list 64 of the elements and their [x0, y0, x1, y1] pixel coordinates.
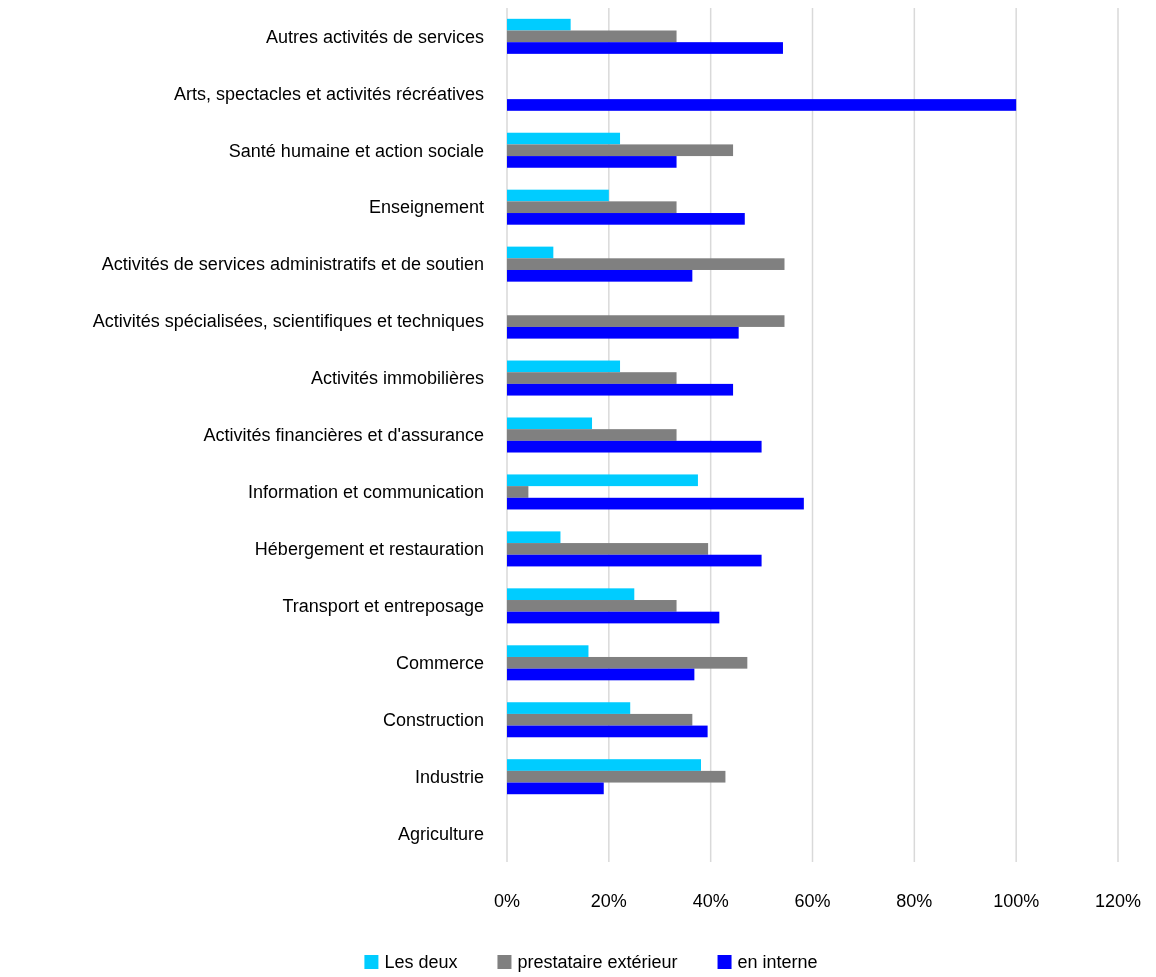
x-tick-label: 100% — [993, 891, 1040, 911]
x-tick-label: 80% — [896, 891, 933, 911]
bar — [507, 132, 621, 145]
bar — [507, 725, 708, 738]
bar — [507, 702, 631, 714]
bar — [507, 372, 677, 384]
y-tick-label: Arts, spectacles et activités récréatives — [173, 83, 484, 104]
bar — [507, 782, 604, 795]
bar — [507, 645, 589, 657]
bar — [507, 201, 677, 214]
bar — [507, 543, 709, 555]
y-tick-label: Agriculture — [397, 823, 484, 844]
bar — [507, 759, 701, 771]
bar — [507, 429, 677, 441]
bar — [507, 770, 726, 783]
x-tick-label: 0% — [493, 891, 521, 911]
bar — [507, 440, 762, 453]
bar — [507, 258, 785, 270]
bar — [507, 360, 621, 373]
legend-label: prestataire extérieur — [517, 952, 678, 973]
bar — [507, 486, 529, 498]
bar — [507, 713, 693, 726]
bar — [507, 18, 571, 31]
y-tick-label: Industrie — [414, 767, 484, 788]
bar — [507, 554, 762, 567]
legend-label: en interne — [737, 952, 818, 973]
bar — [507, 417, 593, 430]
x-tick-label: 120% — [1094, 891, 1142, 911]
bar — [507, 189, 609, 202]
bar — [507, 383, 734, 396]
bar — [507, 611, 720, 624]
bar — [507, 144, 734, 157]
bar — [507, 326, 739, 339]
bar — [507, 531, 561, 544]
bar — [507, 30, 677, 43]
bar — [507, 588, 635, 601]
y-tick-label: Activités spécialisées, scientifiques et techniques — [92, 311, 484, 332]
bar — [507, 315, 785, 327]
x-tick-label: 60% — [794, 891, 831, 911]
y-tick-label: Commerce — [395, 653, 484, 674]
y-tick-label: Activités de services administratifs et de soutien — [101, 254, 484, 275]
y-tick-label: Construction — [382, 710, 484, 731]
bar — [507, 213, 745, 225]
y-tick-label: Hébergement et restauration — [254, 539, 484, 560]
bar — [507, 99, 1017, 111]
bar — [507, 497, 804, 510]
x-tick-label: 20% — [590, 891, 627, 911]
bar — [507, 156, 677, 168]
bar — [507, 656, 748, 669]
y-tick-label: Transport et entreposage — [282, 596, 484, 617]
bar — [507, 42, 783, 54]
bar — [507, 269, 693, 282]
y-tick-label: Information et communication — [247, 482, 484, 503]
x-tick-label: 40% — [692, 891, 729, 911]
y-tick-label: Activités financières et d'assurance — [203, 425, 484, 446]
bar — [507, 246, 554, 259]
y-tick-label: Enseignement — [368, 197, 484, 218]
bar — [507, 668, 695, 681]
bar — [507, 600, 677, 612]
legend-label: Les deux — [384, 952, 458, 973]
bar — [507, 474, 698, 487]
y-tick-label: Santé humaine et action sociale — [228, 140, 484, 161]
y-tick-label: Autres activités de services — [265, 26, 484, 47]
y-tick-label: Activités immobilières — [310, 368, 484, 389]
